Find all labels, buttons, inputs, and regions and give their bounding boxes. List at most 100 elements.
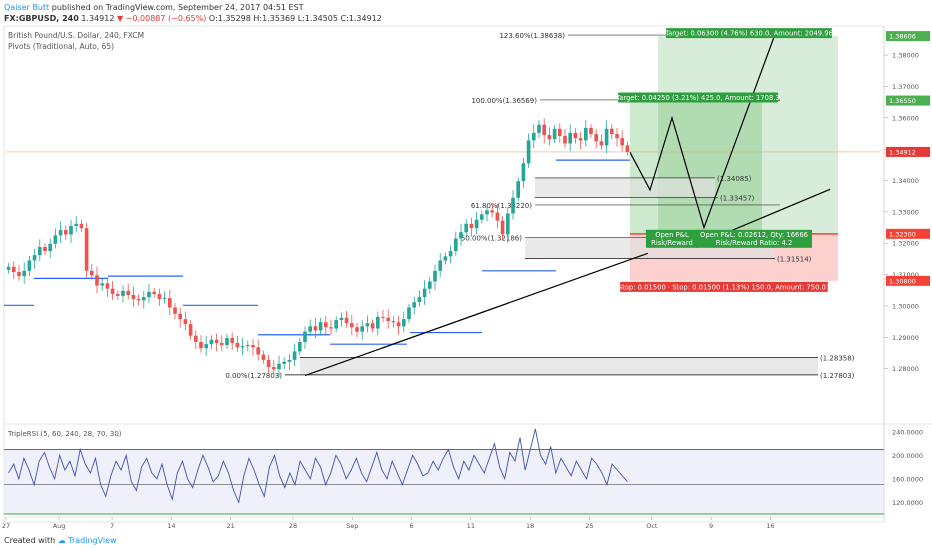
date-label: 11	[467, 522, 475, 530]
open-pl-a: Open P&L	[655, 231, 689, 239]
axis-marker-bg	[886, 228, 930, 239]
candle-body	[464, 223, 469, 233]
candle-body	[412, 302, 417, 308]
candle-body	[105, 283, 110, 289]
candle-body	[323, 322, 328, 328]
published-text: published on TradingView.com, September …	[51, 3, 304, 12]
candle-body	[542, 124, 547, 136]
candle-body	[188, 324, 193, 336]
candle-body	[531, 132, 536, 141]
target2-label: Target: 0.06300 (4.76%) 630.0, Amount: 2…	[664, 30, 833, 38]
legend-instrument: British Pound/U.S. Dollar, 240, FXCM	[8, 31, 144, 40]
last-price: 1.34912	[81, 14, 115, 23]
target2-zone	[658, 36, 838, 234]
candle-body	[79, 223, 84, 229]
tradingview-link[interactable]: TradingView	[68, 536, 117, 545]
candle-body	[500, 220, 505, 235]
candle-body	[266, 359, 271, 368]
candle-body	[578, 138, 583, 141]
candle-body	[349, 323, 354, 328]
candle-body	[594, 134, 599, 142]
target1-zone	[630, 100, 762, 234]
price-tick-label: 1.29000	[892, 334, 919, 342]
candle-body	[173, 307, 177, 314]
candle-body	[479, 214, 484, 220]
candle-body	[516, 181, 521, 198]
candle-body	[557, 128, 562, 136]
candle-body	[136, 299, 141, 301]
candle-body	[329, 327, 333, 329]
candle-body	[552, 128, 557, 140]
candle-body	[355, 327, 359, 332]
candle-body	[297, 341, 302, 352]
candle-body	[537, 124, 541, 133]
date-label: 6	[410, 522, 414, 530]
candle-body	[100, 283, 105, 286]
down-arrow-icon: ▼	[116, 14, 124, 23]
footer: Created with ☁ TradingView	[0, 532, 932, 550]
date-label: 18	[526, 522, 534, 530]
candle-body	[183, 319, 188, 325]
candle-body	[443, 256, 448, 261]
price-tick-label: 1.38000	[892, 52, 919, 60]
trendline	[304, 252, 649, 377]
tradingview-logo-icon: ☁	[57, 536, 66, 545]
candle-body	[193, 335, 198, 342]
symbol[interactable]: FX:GBPUSD, 240	[4, 14, 79, 23]
candle-body	[360, 326, 365, 332]
rsi-band	[4, 449, 884, 514]
rsi-tick-label: 240.0000	[892, 428, 923, 436]
candle-body	[438, 260, 443, 271]
created-with-text: Created with	[4, 536, 56, 545]
axis-marker-label: 1.30800	[889, 277, 916, 285]
ohlc-values: O:1.35298 H:1.35369 L:1.34505 C:1.34912	[208, 14, 382, 23]
target1-label-bg	[618, 92, 778, 103]
candle-body	[178, 313, 183, 320]
candle-body	[474, 219, 479, 229]
candle-body	[240, 346, 245, 348]
candle-body	[334, 320, 339, 329]
hline-label: (1.33457)	[720, 195, 755, 203]
rsi-tick-label: 120.0000	[892, 499, 923, 507]
projection-path	[629, 34, 776, 230]
date-label: 7	[110, 522, 114, 530]
price-tick-label: 1.32000	[892, 240, 919, 248]
rsi-tick-label: 200.0000	[892, 452, 923, 460]
candle-body	[303, 331, 307, 342]
chart-canvas[interactable]: British Pound/U.S. Dollar, 240, FXCM Piv…	[0, 22, 932, 532]
candle-body	[386, 317, 391, 321]
candle-body	[287, 359, 292, 362]
candle-body	[490, 210, 495, 213]
fib-level-label: 50.00%(1.32186)	[461, 234, 522, 242]
candle-body	[583, 127, 588, 141]
price-tick-label: 1.37000	[892, 83, 919, 91]
candle-body	[43, 246, 47, 252]
candle-body	[277, 363, 281, 370]
candle-body	[110, 288, 115, 295]
date-label: Aug	[53, 522, 66, 530]
stop-label-bg	[620, 281, 828, 292]
candle-body	[37, 246, 42, 256]
candle-body	[63, 230, 68, 235]
header-bar: Qaiser Butt published on TradingView.com…	[0, 0, 932, 24]
rsi-tick-label: 160.0000	[892, 475, 923, 483]
candle-body	[604, 128, 609, 146]
candle-body	[308, 326, 313, 332]
candle-body	[521, 163, 526, 182]
candle-body	[11, 266, 16, 273]
fib-level-label: 0.00%(1.27803)	[225, 372, 282, 380]
price-tick-label: 1.30000	[892, 302, 919, 310]
candle-body	[547, 135, 552, 140]
candle-body	[121, 290, 125, 296]
candle-body	[573, 132, 578, 139]
author-link[interactable]: Qaiser Butt	[4, 3, 50, 12]
axis-marker-bg	[886, 275, 930, 286]
price-tick-label: 1.33000	[892, 208, 919, 216]
candle-body	[485, 210, 489, 215]
candle-body	[235, 342, 240, 348]
price-tick-label: 1.34000	[892, 177, 919, 185]
stop-label: Stop: 0.01500 · Stop: 0.01500 (1.13%) 15…	[618, 283, 830, 291]
candle-body	[625, 145, 630, 152]
candle-body	[526, 140, 531, 164]
current-price-marker-bg	[886, 146, 930, 157]
